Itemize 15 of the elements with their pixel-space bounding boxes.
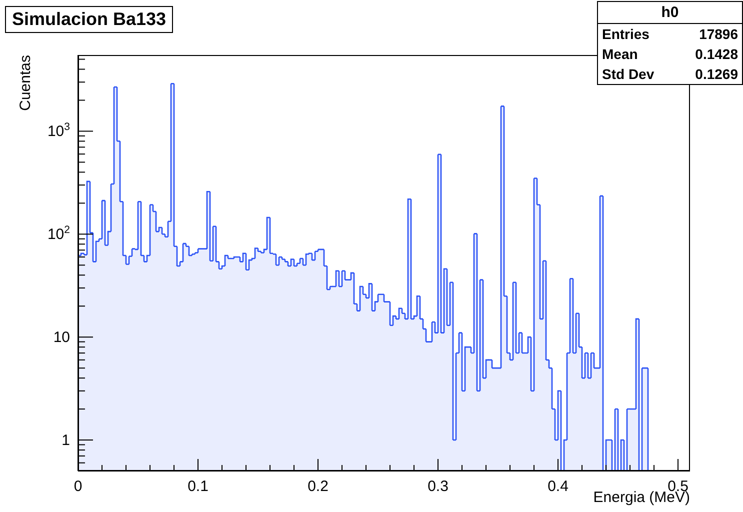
x-tick-label: 0.3: [428, 478, 448, 495]
y-tick-label: 1: [62, 432, 70, 450]
y-tick-label: 10$^{2}$: [47, 224, 70, 244]
text: Mean 0.1428: [602, 46, 738, 62]
y-tick-label: 10$^{3}$: [47, 121, 70, 140]
chart-title: Simulacion Ba133: [5, 6, 174, 33]
x-tick-label: 0.4: [548, 478, 568, 495]
text: Std Dev 0.1269: [602, 66, 738, 82]
text: h0: [598, 2, 742, 24]
x-tick-label: 0.1: [188, 478, 208, 495]
y-tick-label: 10: [53, 329, 70, 346]
x-tick-label: 0: [74, 478, 82, 495]
y-axis-title: Cuentas: [17, 55, 34, 111]
x-tick-label: 0.2: [308, 478, 328, 495]
text: Entries 17896: [602, 26, 738, 42]
